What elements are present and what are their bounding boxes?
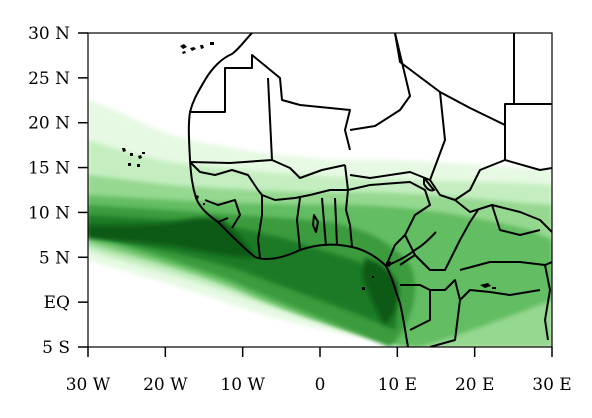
border-algeria-niger [349, 33, 411, 131]
lake-victoria-fragments [480, 283, 496, 289]
lon-tick-label: 30 W [66, 375, 111, 395]
lat-tick-label: 5 S [42, 338, 70, 358]
lon-tick-label: 0 [315, 375, 326, 395]
border-guinea [189, 161, 263, 229]
sao-tome-island [362, 276, 374, 290]
lat-tick-label: EQ [44, 293, 70, 313]
country-borders [187, 33, 552, 347]
lat-tick-label: 10 N [28, 203, 70, 223]
lat-tick-label: 20 N [28, 114, 70, 134]
bioko-island [386, 261, 392, 267]
lon-tick-label: 10 E [378, 375, 417, 395]
border-mali [189, 77, 273, 164]
lon-tick-label: 20 W [143, 375, 188, 395]
lat-tick-label: 5 N [39, 248, 70, 268]
lat-tick-label: 25 N [28, 69, 70, 89]
axis-ticks [78, 32, 553, 357]
longitude-labels: 30 W 20 W 10 W 0 10 E 20 E 30 E [66, 375, 572, 395]
lat-tick-label: 30 N [28, 24, 70, 44]
precipitation-shading [88, 100, 552, 347]
lon-tick-label: 20 E [455, 375, 494, 395]
shade-level-7 [88, 217, 255, 258]
canary-islands [180, 42, 214, 54]
border-south-sudan [491, 159, 552, 236]
border-mauritania-mali [190, 54, 351, 151]
latitude-labels: 30 N 25 N 20 N 15 N 10 N 5 N EQ 5 S [28, 24, 70, 358]
border-niger-chad [349, 91, 446, 181]
border-nigeria [344, 164, 431, 267]
border-congo-gabon [400, 279, 461, 347]
border-drc [459, 261, 552, 301]
border-libya [394, 33, 552, 126]
coastline-gulf-guinea [385, 231, 437, 267]
lon-tick-label: 10 W [220, 375, 265, 395]
border-ivory-ghana [257, 195, 338, 259]
bijagos-islands [195, 195, 205, 205]
border-burkina [261, 159, 348, 201]
lake-chad [423, 177, 435, 192]
border-east [544, 264, 551, 341]
lake-volta [312, 214, 319, 233]
lat-tick-label: 15 N [28, 159, 70, 179]
lon-tick-label: 30 E [532, 375, 571, 395]
border-cameroon [399, 209, 479, 271]
border-car [454, 199, 552, 233]
islands [122, 42, 496, 290]
cape-verde-islands [122, 148, 145, 167]
